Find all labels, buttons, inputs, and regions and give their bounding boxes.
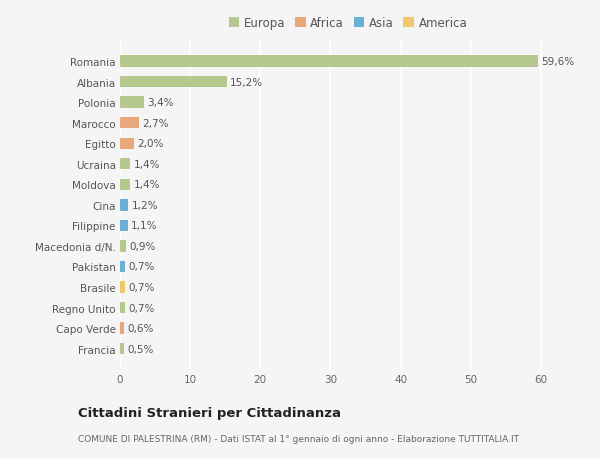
Text: 0,7%: 0,7%: [128, 303, 155, 313]
Text: 59,6%: 59,6%: [542, 57, 575, 67]
Bar: [120, 138, 134, 150]
Text: 0,6%: 0,6%: [128, 324, 154, 333]
Text: 2,0%: 2,0%: [137, 139, 164, 149]
Text: 0,5%: 0,5%: [127, 344, 154, 354]
Text: 1,1%: 1,1%: [131, 221, 158, 231]
Text: 0,7%: 0,7%: [128, 282, 155, 292]
Text: 3,4%: 3,4%: [148, 98, 174, 108]
Bar: [120, 179, 130, 190]
Bar: [120, 159, 130, 170]
Bar: [120, 77, 227, 88]
Text: 1,4%: 1,4%: [133, 180, 160, 190]
Text: COMUNE DI PALESTRINA (RM) - Dati ISTAT al 1° gennaio di ogni anno - Elaborazione: COMUNE DI PALESTRINA (RM) - Dati ISTAT a…: [78, 434, 519, 443]
Text: 1,4%: 1,4%: [133, 159, 160, 169]
Bar: [120, 323, 124, 334]
Bar: [120, 343, 124, 355]
Text: Cittadini Stranieri per Cittadinanza: Cittadini Stranieri per Cittadinanza: [78, 406, 341, 419]
Text: 2,7%: 2,7%: [142, 118, 169, 129]
Bar: [120, 241, 127, 252]
Text: 1,2%: 1,2%: [132, 201, 158, 210]
Bar: [120, 118, 139, 129]
Bar: [120, 302, 125, 313]
Bar: [120, 282, 125, 293]
Legend: Europa, Africa, Asia, America: Europa, Africa, Asia, America: [226, 14, 470, 32]
Bar: [120, 220, 128, 231]
Bar: [120, 200, 128, 211]
Text: 0,9%: 0,9%: [130, 241, 156, 252]
Bar: [120, 56, 538, 67]
Text: 0,7%: 0,7%: [128, 262, 155, 272]
Bar: [120, 261, 125, 273]
Text: 15,2%: 15,2%: [230, 78, 263, 87]
Bar: [120, 97, 144, 108]
